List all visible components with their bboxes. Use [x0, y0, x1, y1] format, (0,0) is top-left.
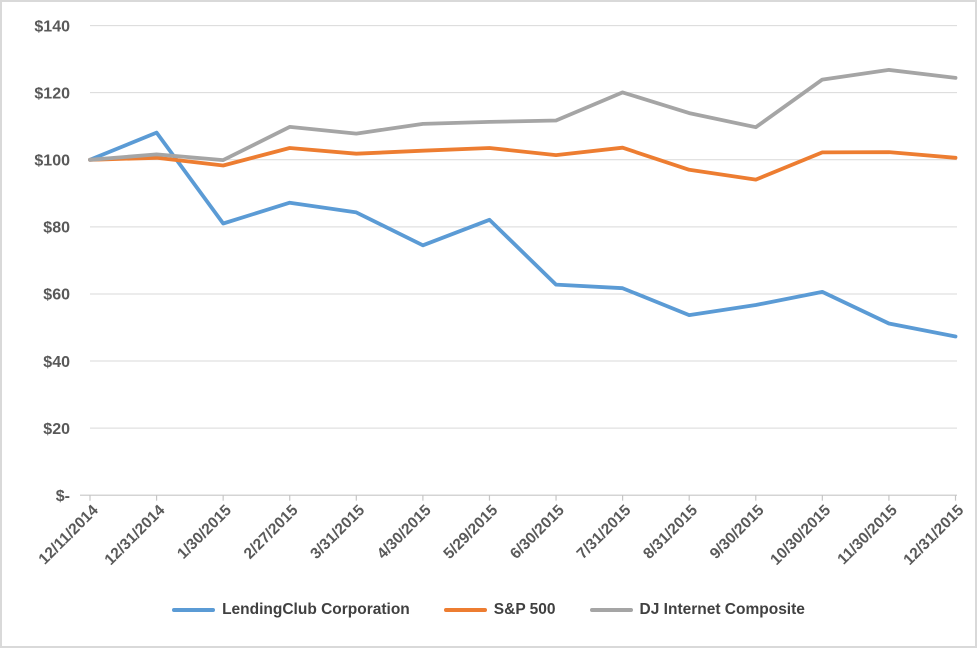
legend-swatch-lendingclub-corporation [172, 607, 216, 613]
x-tick-label: 12/31/2015 [900, 502, 967, 569]
legend-item-lendingclub-corporation: LendingClub Corporation [172, 601, 410, 619]
series-line-lendingclub-corporation [88, 130, 958, 339]
legend-label-dj-internet-composite: DJ Internet Composite [639, 601, 805, 618]
x-tick-label: 2/27/2015 [241, 502, 302, 563]
x-tick-label: 10/30/2015 [767, 502, 834, 569]
x-tick-label: 6/30/2015 [507, 502, 568, 563]
legend-swatch-dj-internet-composite [589, 607, 633, 613]
x-tick-label: 11/30/2015 [834, 502, 901, 569]
chart-legend: LendingClub Corporation S&P 500 DJ Interne… [2, 601, 975, 619]
y-tick-label: $120 [34, 85, 70, 102]
x-tick-label: 9/30/2015 [707, 502, 768, 563]
y-tick-label: $140 [34, 18, 70, 35]
x-tick-label: 5/29/2015 [441, 502, 502, 563]
legend-item-s-p-500: S&P 500 [443, 601, 556, 619]
legend-label-s-p-500: S&P 500 [493, 601, 556, 618]
legend-swatch-s-p-500 [443, 607, 487, 613]
series-line-dj-internet-composite [88, 68, 958, 163]
x-tick-label: 8/31/2015 [640, 502, 701, 563]
x-tick-label: 3/31/2015 [307, 502, 368, 563]
y-tick-label: $100 [34, 153, 70, 170]
x-tick-label: 12/11/2014 [36, 502, 103, 569]
y-tick-label: $- [56, 488, 70, 505]
x-tick-label: 12/31/2014 [102, 502, 169, 569]
y-tick-label: $80 [43, 220, 70, 237]
x-tick-label: 4/30/2015 [374, 502, 435, 563]
x-tick-label: 1/30/2015 [174, 502, 235, 563]
x-tick-label: 7/31/2015 [574, 502, 635, 563]
y-tick-label: $60 [43, 287, 70, 304]
legend-item-dj-internet-composite: DJ Internet Composite [589, 601, 805, 619]
y-tick-label: $40 [43, 354, 70, 371]
y-tick-label: $20 [43, 421, 70, 438]
series-line-s-p-500 [88, 145, 958, 182]
legend-label-lendingclub-corporation: LendingClub Corporation [222, 601, 410, 618]
